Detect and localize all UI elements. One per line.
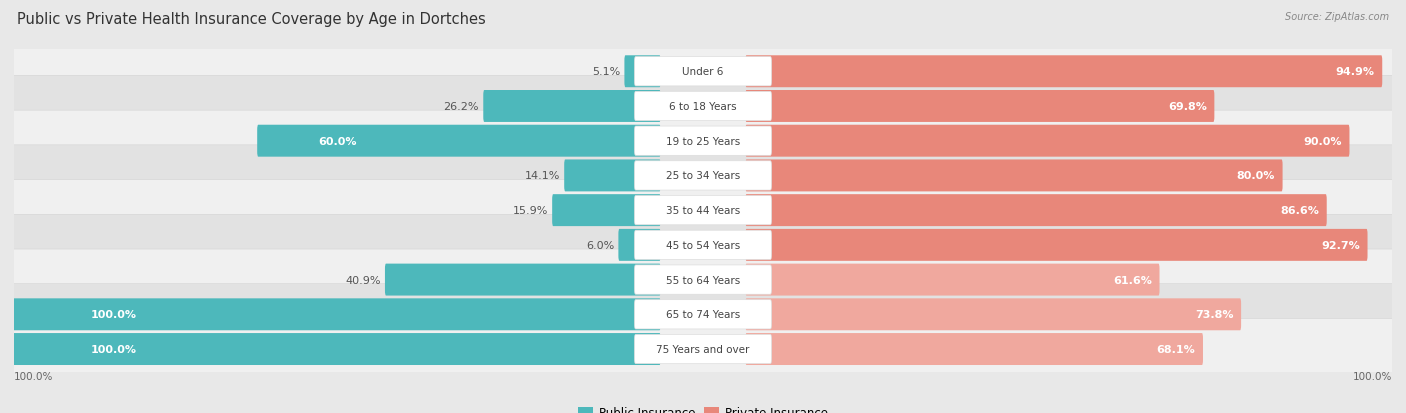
FancyBboxPatch shape [553, 195, 661, 227]
Text: 25 to 34 Years: 25 to 34 Years [666, 171, 740, 181]
Text: Under 6: Under 6 [682, 67, 724, 77]
Text: 90.0%: 90.0% [1303, 136, 1341, 146]
Text: 35 to 44 Years: 35 to 44 Years [666, 206, 740, 216]
Text: 55 to 64 Years: 55 to 64 Years [666, 275, 740, 285]
FancyBboxPatch shape [484, 91, 661, 123]
FancyBboxPatch shape [619, 229, 661, 261]
FancyBboxPatch shape [11, 180, 1395, 241]
Text: 45 to 54 Years: 45 to 54 Years [666, 240, 740, 250]
FancyBboxPatch shape [14, 147, 1396, 208]
FancyBboxPatch shape [634, 127, 772, 156]
FancyBboxPatch shape [0, 299, 661, 330]
FancyBboxPatch shape [745, 91, 1215, 123]
FancyBboxPatch shape [634, 300, 772, 329]
FancyBboxPatch shape [11, 145, 1395, 206]
FancyBboxPatch shape [634, 335, 772, 364]
Text: 6 to 18 Years: 6 to 18 Years [669, 102, 737, 112]
Text: Public vs Private Health Insurance Coverage by Age in Dortches: Public vs Private Health Insurance Cover… [17, 12, 485, 27]
FancyBboxPatch shape [0, 333, 661, 365]
FancyBboxPatch shape [634, 196, 772, 225]
Text: 92.7%: 92.7% [1322, 240, 1360, 250]
Text: 100.0%: 100.0% [14, 370, 53, 381]
Text: 100.0%: 100.0% [1353, 370, 1392, 381]
Text: 26.2%: 26.2% [443, 102, 479, 112]
FancyBboxPatch shape [14, 251, 1396, 312]
FancyBboxPatch shape [634, 265, 772, 294]
FancyBboxPatch shape [14, 182, 1396, 243]
Text: 86.6%: 86.6% [1279, 206, 1319, 216]
Text: 40.9%: 40.9% [344, 275, 381, 285]
FancyBboxPatch shape [11, 42, 1395, 102]
FancyBboxPatch shape [11, 319, 1395, 380]
Text: 6.0%: 6.0% [586, 240, 614, 250]
FancyBboxPatch shape [745, 229, 1368, 261]
FancyBboxPatch shape [14, 78, 1396, 139]
Text: 80.0%: 80.0% [1236, 171, 1275, 181]
FancyBboxPatch shape [11, 76, 1395, 137]
FancyBboxPatch shape [624, 56, 661, 88]
Text: 14.1%: 14.1% [524, 171, 560, 181]
Text: Source: ZipAtlas.com: Source: ZipAtlas.com [1285, 12, 1389, 22]
FancyBboxPatch shape [634, 230, 772, 260]
Text: 100.0%: 100.0% [91, 344, 136, 354]
FancyBboxPatch shape [745, 160, 1282, 192]
FancyBboxPatch shape [634, 92, 772, 121]
FancyBboxPatch shape [14, 216, 1396, 278]
FancyBboxPatch shape [745, 126, 1350, 157]
FancyBboxPatch shape [634, 57, 772, 87]
FancyBboxPatch shape [745, 333, 1204, 365]
FancyBboxPatch shape [745, 56, 1382, 88]
Text: 5.1%: 5.1% [592, 67, 620, 77]
FancyBboxPatch shape [14, 113, 1396, 173]
Text: 69.8%: 69.8% [1168, 102, 1206, 112]
Text: 15.9%: 15.9% [512, 206, 548, 216]
FancyBboxPatch shape [564, 160, 661, 192]
FancyBboxPatch shape [11, 215, 1395, 276]
Text: 100.0%: 100.0% [91, 310, 136, 320]
Text: 68.1%: 68.1% [1157, 344, 1195, 354]
FancyBboxPatch shape [14, 286, 1396, 347]
Text: 61.6%: 61.6% [1114, 275, 1152, 285]
FancyBboxPatch shape [11, 249, 1395, 311]
Text: 19 to 25 Years: 19 to 25 Years [666, 136, 740, 146]
FancyBboxPatch shape [745, 299, 1241, 330]
FancyBboxPatch shape [14, 43, 1396, 104]
FancyBboxPatch shape [745, 195, 1327, 227]
Legend: Public Insurance, Private Insurance: Public Insurance, Private Insurance [574, 401, 832, 413]
Text: 73.8%: 73.8% [1195, 310, 1233, 320]
FancyBboxPatch shape [11, 284, 1395, 345]
Text: 75 Years and over: 75 Years and over [657, 344, 749, 354]
Text: 65 to 74 Years: 65 to 74 Years [666, 310, 740, 320]
FancyBboxPatch shape [11, 111, 1395, 172]
FancyBboxPatch shape [385, 264, 661, 296]
Text: 94.9%: 94.9% [1336, 67, 1375, 77]
FancyBboxPatch shape [745, 264, 1160, 296]
FancyBboxPatch shape [257, 126, 661, 157]
FancyBboxPatch shape [634, 161, 772, 191]
Text: 60.0%: 60.0% [318, 136, 357, 146]
FancyBboxPatch shape [14, 320, 1396, 381]
